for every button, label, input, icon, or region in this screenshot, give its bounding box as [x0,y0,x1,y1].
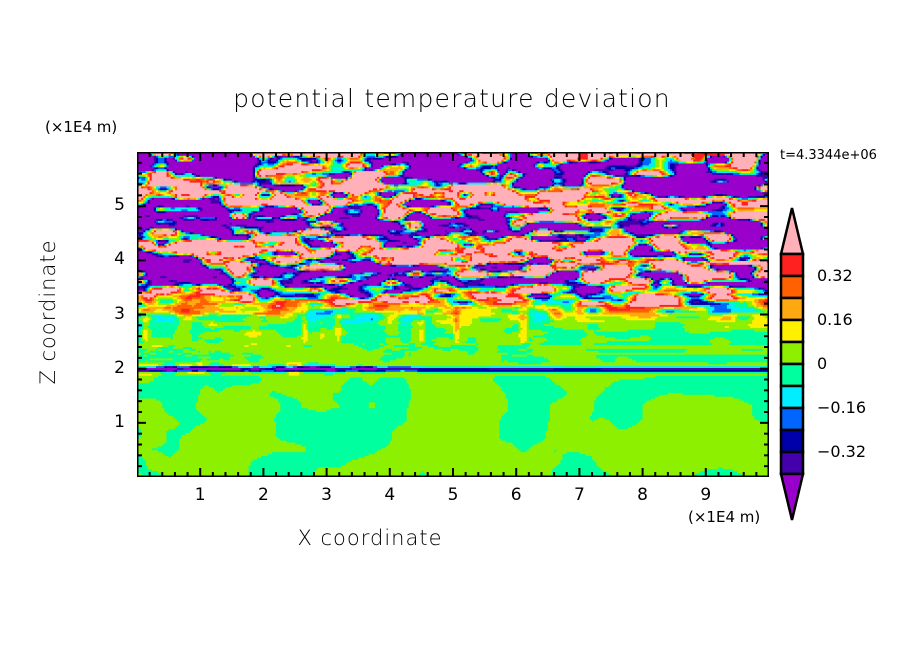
contour-plot [137,152,769,477]
colorbar: 0.32 0.16 0 −0.16 −0.32 [775,200,904,530]
colorbar-swatches [779,207,805,521]
x-tick-label: 2 [257,485,269,505]
colorbar-tick-label: −0.16 [817,398,867,417]
z-axis-unit-label: (×1E4 m) [45,118,118,136]
colorbar-tick-label: −0.32 [817,442,867,461]
page-title: potential temperature deviation [233,84,671,113]
colorbar-tick-label: 0.32 [817,266,853,285]
colorbar-tick-label: 0.16 [817,310,853,329]
x-tick-label: 3 [321,485,332,505]
x-tick-label: 4 [384,485,396,505]
x-axis-unit-label: (×1E4 m) [688,508,761,526]
contour-field [137,152,769,477]
y-tick-label: 1 [114,411,125,432]
y-tick-label: 3 [114,303,125,324]
timestamp-label: t=4.3344e+06 [780,148,877,163]
colorbar-tick-label: 0 [817,354,828,373]
x-tick-label: 1 [194,485,206,505]
y-tick-label: 5 [114,195,125,216]
x-tick-label: 8 [637,485,648,505]
y-tick-label: 2 [114,357,125,378]
x-tick-label: 9 [700,485,712,505]
y-axis-title: Z coordinate [36,239,60,385]
x-tick-label: 6 [510,485,522,505]
y-tick-label: 4 [114,249,125,270]
x-tick-label: 7 [573,485,585,505]
x-axis-title: X coordinate [297,526,443,550]
x-tick-label: 5 [447,485,459,505]
